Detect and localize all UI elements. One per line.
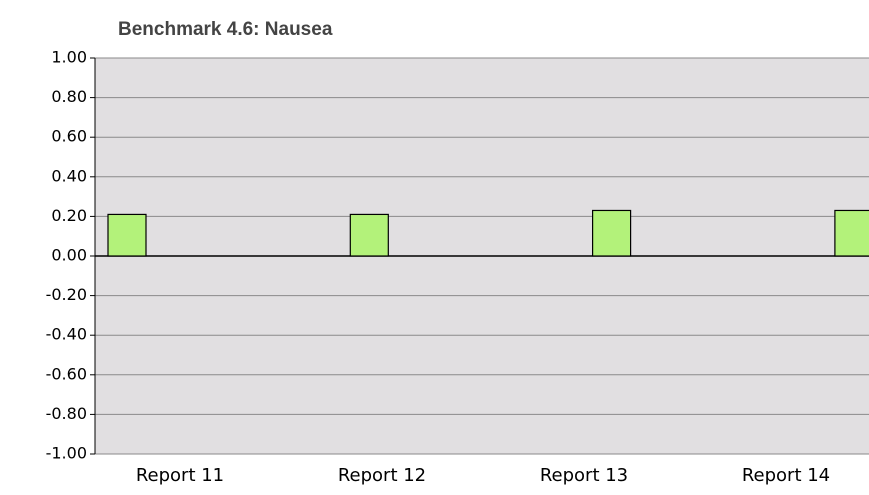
y-tick-label: 0.00 (51, 246, 87, 265)
y-tick-label: 0.80 (51, 87, 87, 106)
y-tick-label: -0.80 (46, 404, 87, 423)
y-tick-label: -1.00 (46, 444, 87, 463)
y-tick-label: -0.60 (46, 364, 87, 383)
y-tick-label: 0.20 (51, 206, 87, 225)
x-tick-label: Report 11 (136, 465, 224, 486)
y-tick-label: 0.60 (51, 127, 87, 146)
y-tick-label: 1.00 (51, 48, 87, 67)
x-tick-label: Report 13 (540, 465, 628, 486)
bar (834, 209, 869, 257)
y-tick-label: 0.40 (51, 166, 87, 185)
x-tick-label: Report 12 (338, 465, 426, 486)
y-tick-label: -0.40 (46, 325, 87, 344)
chart-title: Benchmark 4.6: Nausea (118, 19, 333, 40)
x-tick-label: Report 14 (742, 465, 830, 486)
bar (349, 213, 389, 257)
y-tick-label: -0.20 (46, 285, 87, 304)
bar (107, 213, 147, 257)
bar (591, 209, 632, 257)
